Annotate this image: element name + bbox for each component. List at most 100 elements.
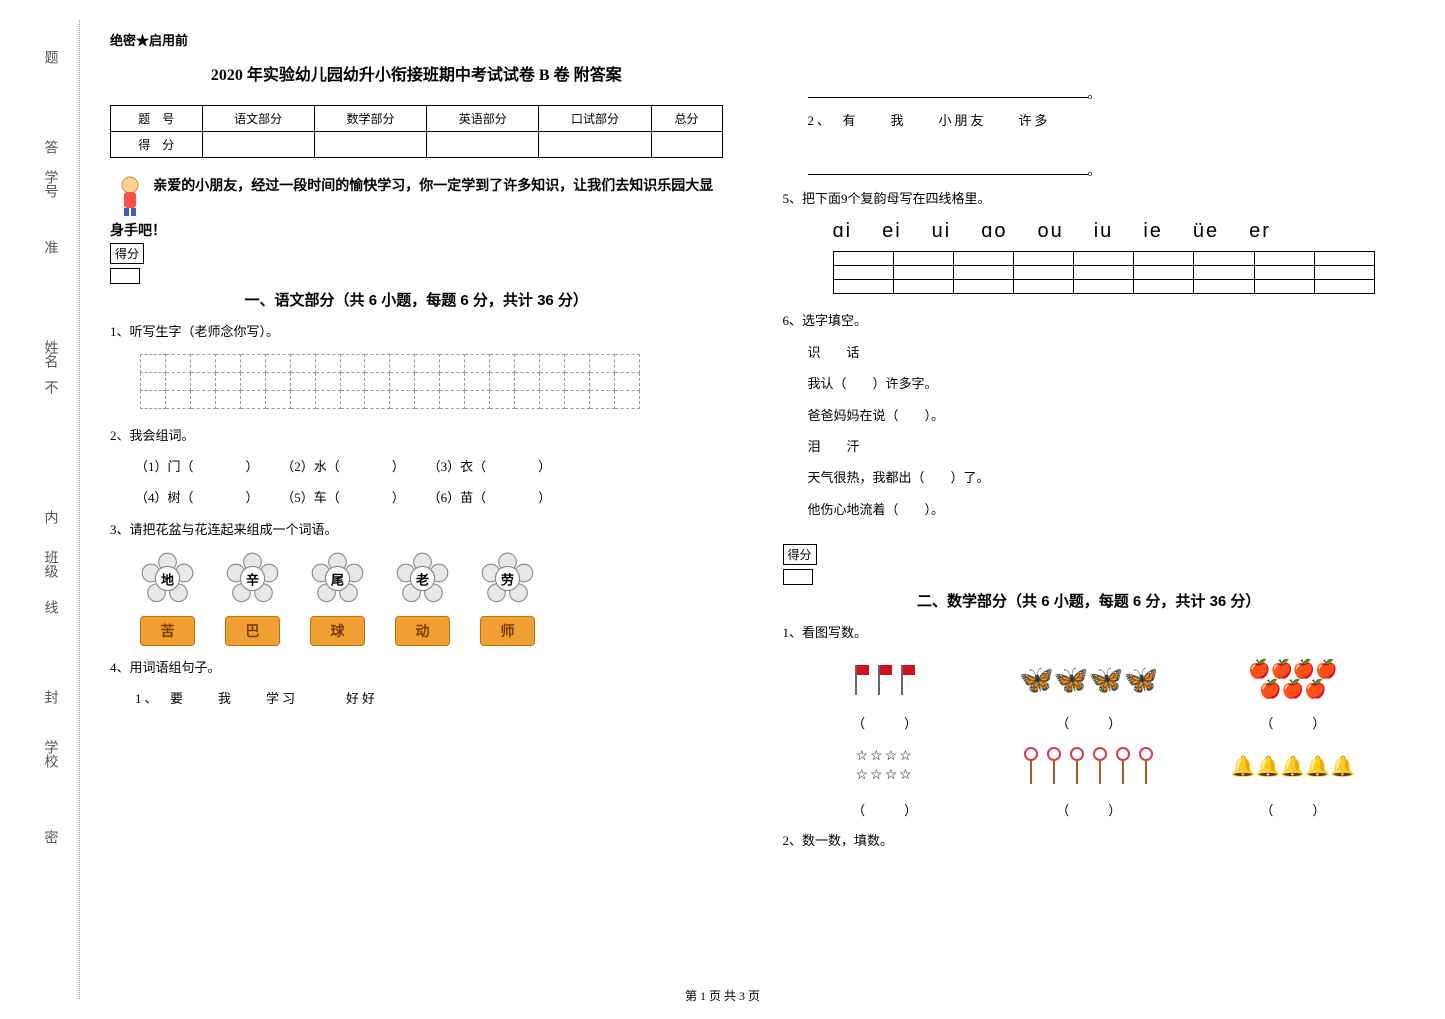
intro-block: 亲爱的小朋友，经过一段时间的愉快学习，你一定学到了许多知识，让我们去知识乐园大显… xyxy=(110,173,723,243)
binding-label: 不 xyxy=(40,380,60,394)
pinyin: ie xyxy=(1143,220,1163,243)
count-bells: 🔔🔔🔔🔔🔔 （ ） xyxy=(1218,742,1368,819)
count-apples: 🍎🍎🍎🍎🍎🍎🍎 （ ） xyxy=(1218,655,1368,732)
section2-title: 二、数学部分（共 6 小题，每题 6 分，共计 36 分） xyxy=(783,590,1396,611)
count-row-2: ☆☆☆☆☆☆☆☆ （ ） （ ） 🔔🔔🔔🔔🔔 （ ） xyxy=(783,742,1396,819)
four-line-grid xyxy=(833,251,1376,294)
q2-item: （4）树（ ） xyxy=(135,490,252,505)
flower-item: 劳 xyxy=(480,551,535,606)
flower-char: 老 xyxy=(416,569,429,588)
count-blank: （ ） xyxy=(1218,800,1368,819)
binding-label: 学号 xyxy=(40,170,60,198)
q1: 1、听写生字（老师念你写）。 xyxy=(110,320,723,343)
pinyin: ɑo xyxy=(981,220,1007,243)
q2-item: （3）衣（ ） xyxy=(428,459,552,474)
intro-text: 亲爱的小朋友，经过一段时间的愉快学习，你一定学到了许多知识，让我们去知识乐园大显… xyxy=(110,177,713,238)
apples-icon: 🍎🍎🍎🍎🍎🍎🍎 xyxy=(1218,655,1368,705)
m-q1: 1、看图写数。 xyxy=(783,621,1396,644)
pot-item: 巴 xyxy=(225,616,280,646)
q4: 4、用词语组句子。 xyxy=(110,656,723,679)
score-table: 题 号 语文部分 数学部分 英语部分 口试部分 总分 得 分 xyxy=(110,105,723,158)
answer-line-1: 。 xyxy=(783,80,1396,102)
page-footer: 第 1 页 共 3 页 xyxy=(685,987,760,1004)
q6-pair1: 识 话 xyxy=(783,341,1396,364)
confidential-tag: 绝密★启用前 xyxy=(110,30,723,49)
butterflies-icon: 🦋🦋🦋🦋 xyxy=(1014,655,1164,705)
binding-label: 密 xyxy=(40,830,60,844)
pinyin: ɑi xyxy=(833,220,853,243)
pinyin: ou xyxy=(1037,220,1063,243)
flower-char: 地 xyxy=(161,569,174,588)
score-mini-box xyxy=(110,268,140,284)
flower-char: 尾 xyxy=(331,569,344,588)
score-row-label: 得 分 xyxy=(111,132,203,158)
flower-item: 尾 xyxy=(310,551,365,606)
score-mini-block: 得分 xyxy=(110,243,723,284)
score-mini-box xyxy=(783,569,813,585)
stars-icon: ☆☆☆☆☆☆☆☆ xyxy=(810,742,960,792)
q2-item: （5）车（ ） xyxy=(281,490,398,505)
count-blank: （ ） xyxy=(810,713,960,732)
pinyin: üe xyxy=(1193,220,1219,243)
q4-s2: 2、 有 我 小朋友 许多 xyxy=(808,110,1396,129)
q6-pair2: 泪 汗 xyxy=(783,435,1396,458)
pot-item: 动 xyxy=(395,616,450,646)
pinyin: er xyxy=(1249,220,1271,243)
q4-s1: 1、 要 我 学习 好好 xyxy=(135,688,723,707)
q5: 5、把下面9个复韵母写在四线格里。 xyxy=(783,187,1396,210)
score-mini-block-2: 得分 xyxy=(783,544,1396,585)
count-flags: （ ） xyxy=(810,655,960,732)
section1-title: 一、语文部分（共 6 小题，每题 6 分，共计 36 分） xyxy=(110,289,723,310)
pinyin: iu xyxy=(1094,220,1114,243)
q6-line2: 爸爸妈妈在说（ ）。 xyxy=(783,404,1396,427)
q2: 2、我会组词。 xyxy=(110,424,723,447)
count-blank: （ ） xyxy=(1014,800,1164,819)
score-cell xyxy=(314,132,426,158)
flags-icon xyxy=(810,655,960,705)
score-cell xyxy=(539,132,651,158)
score-header: 语文部分 xyxy=(202,106,314,132)
score-cell xyxy=(427,132,539,158)
score-cell xyxy=(651,132,722,158)
pot-item: 球 xyxy=(310,616,365,646)
score-label: 得分 xyxy=(110,243,144,264)
q6-line3: 天气很热，我都出（ ）了。 xyxy=(783,466,1396,489)
binding-label: 答 xyxy=(40,140,60,154)
right-column: 。 2、 有 我 小朋友 许多 。 5、把下面9个复韵母写在四线格里。 ɑi e… xyxy=(773,20,1406,999)
count-lollies: （ ） xyxy=(1014,742,1164,819)
q6-line4: 他伤心地流着（ ）。 xyxy=(783,498,1396,521)
q3: 3、请把花盆与花连起来组成一个词语。 xyxy=(110,518,723,541)
binding-label: 姓名 xyxy=(40,340,60,368)
pinyin: ui xyxy=(932,220,952,243)
lollies-icon xyxy=(1014,742,1164,792)
q6: 6、选字填空。 xyxy=(783,309,1396,332)
binding-label: 学校 xyxy=(40,740,60,768)
binding-label: 线 xyxy=(40,600,60,614)
q2-row1: （1）门（ ） （2）水（ ） （3）衣（ ） xyxy=(110,455,723,478)
count-row-1: （ ） 🦋🦋🦋🦋 （ ） 🍎🍎🍎🍎🍎🍎🍎 （ ） xyxy=(783,655,1396,732)
binding-label: 题 xyxy=(40,50,60,64)
flower-item: 地 xyxy=(140,551,195,606)
score-header: 口试部分 xyxy=(539,106,651,132)
answer-line-2: 。 xyxy=(783,157,1396,179)
q2-item: （2）水（ ） xyxy=(281,459,398,474)
binding-label: 准 xyxy=(40,240,60,254)
binding-label: 封 xyxy=(40,690,60,704)
flower-row: 地 辛 尾 老 劳 xyxy=(140,551,723,606)
score-label: 得分 xyxy=(783,544,817,565)
pinyin-row: ɑi ei ui ɑo ou iu ie üe er xyxy=(833,220,1396,243)
mascot-icon xyxy=(110,173,150,218)
binding-label: 班级 xyxy=(40,550,60,578)
score-header: 英语部分 xyxy=(427,106,539,132)
binding-strip: 题 答 学号 准 姓名 不 内 班级 线 封 学校 密 xyxy=(20,20,80,999)
score-header: 总分 xyxy=(651,106,722,132)
count-blank: （ ） xyxy=(810,800,960,819)
exam-title: 2020 年实验幼儿园幼升小衔接班期中考试试卷 B 卷 附答案 xyxy=(110,61,723,85)
count-blank: （ ） xyxy=(1014,713,1164,732)
score-cell xyxy=(202,132,314,158)
left-column: 绝密★启用前 2020 年实验幼儿园幼升小衔接班期中考试试卷 B 卷 附答案 题… xyxy=(100,20,733,999)
content-columns: 绝密★启用前 2020 年实验幼儿园幼升小衔接班期中考试试卷 B 卷 附答案 题… xyxy=(100,20,1405,999)
count-stars: ☆☆☆☆☆☆☆☆ （ ） xyxy=(810,742,960,819)
score-header: 题 号 xyxy=(111,106,203,132)
binding-label: 内 xyxy=(40,510,60,524)
